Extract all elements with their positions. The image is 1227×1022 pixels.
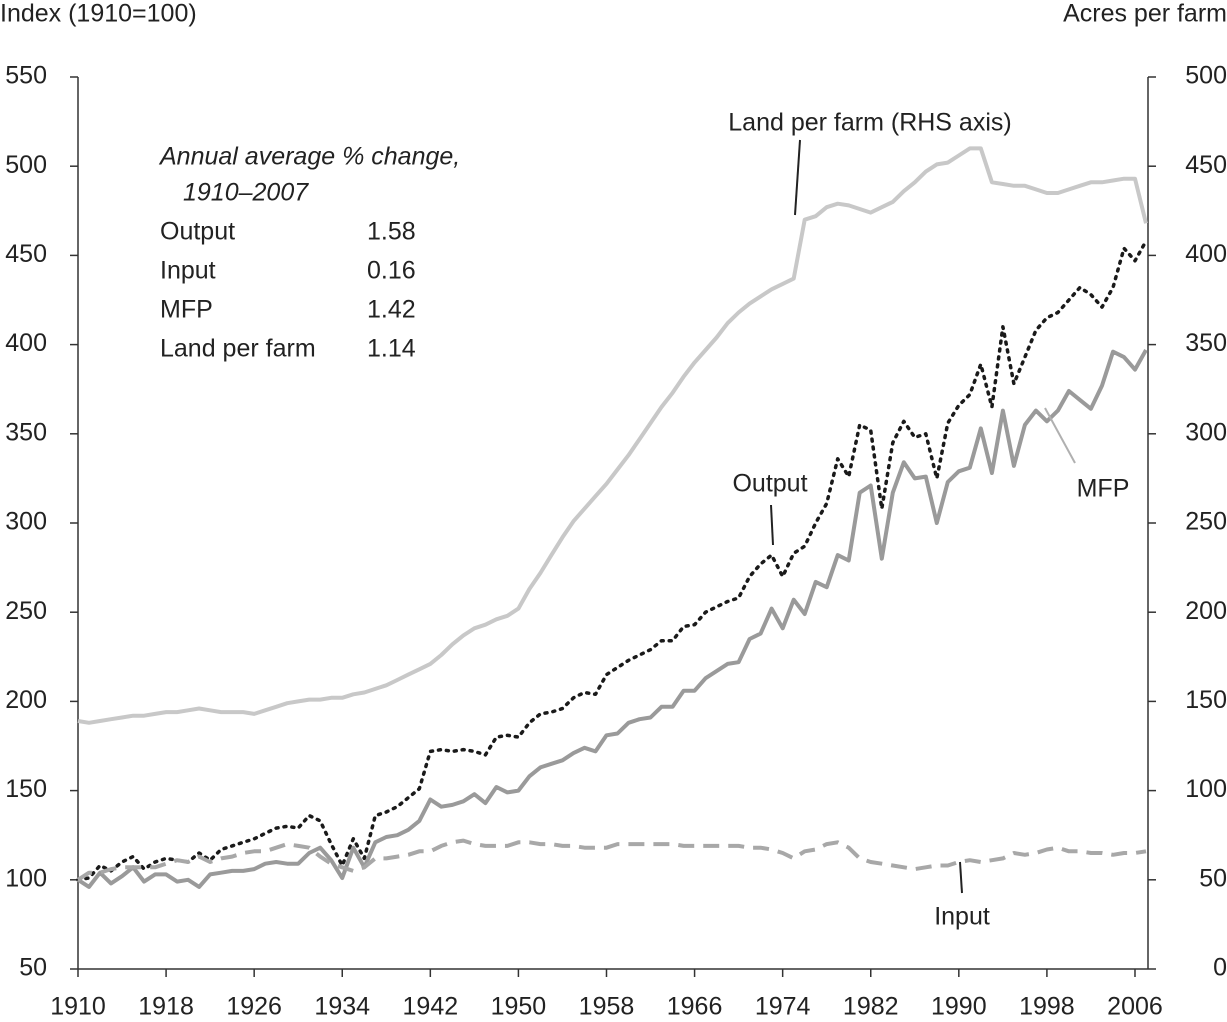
y2-tick-label: 50 xyxy=(1199,864,1227,892)
y2-tick-label: 250 xyxy=(1185,508,1227,536)
x-tick-label: 1990 xyxy=(931,993,987,1021)
x-tick-label: 1966 xyxy=(667,993,723,1021)
leader-line xyxy=(959,861,963,894)
y2-tick-label: 100 xyxy=(1185,775,1227,803)
y-tick-label: 250 xyxy=(5,597,47,625)
x-tick-label: 1926 xyxy=(226,993,282,1021)
table-title: Annual average % change, xyxy=(158,143,460,171)
series-line xyxy=(76,349,1148,889)
x-tick-label: 1918 xyxy=(138,993,194,1021)
series-line xyxy=(76,838,1147,882)
y2-tick-label: 300 xyxy=(1185,418,1227,446)
y-tick-label: 300 xyxy=(5,508,47,536)
x-tick-label: 1958 xyxy=(579,993,635,1021)
y-tick-label: 50 xyxy=(19,954,47,982)
y-axis-label: Index (1910=100) xyxy=(0,0,197,28)
y-tick-label: 150 xyxy=(5,775,47,803)
table-value: 1.58 xyxy=(367,218,416,246)
table-value: 1.42 xyxy=(367,296,416,324)
x-tick-label: 1950 xyxy=(491,993,547,1021)
y-tick-label: 450 xyxy=(5,240,47,268)
y-tick-label: 550 xyxy=(5,62,47,90)
y-tick-label: 350 xyxy=(5,418,47,446)
x-tick-label: 1998 xyxy=(1019,993,1075,1021)
x-tick-label: 1974 xyxy=(755,993,811,1021)
leader-line xyxy=(770,504,774,546)
table-label: Input xyxy=(160,257,216,285)
x-tick-label: 1934 xyxy=(314,993,370,1021)
y2-tick-label: 400 xyxy=(1185,240,1227,268)
series-label: Output xyxy=(732,470,807,498)
y-tick-label: 500 xyxy=(5,151,47,179)
table-label: MFP xyxy=(160,296,213,324)
table-label: Land per farm xyxy=(160,335,316,363)
x-tick-label: 1942 xyxy=(403,993,459,1021)
leader-line xyxy=(1044,407,1076,464)
y2-tick-label: 500 xyxy=(1185,62,1227,90)
series-line xyxy=(77,146,1148,725)
x-tick-label: 2006 xyxy=(1107,993,1163,1021)
x-tick-label: 1982 xyxy=(843,993,899,1021)
y2-tick-label: 350 xyxy=(1185,329,1227,357)
table-value: 0.16 xyxy=(367,257,416,285)
y-tick-label: 400 xyxy=(5,329,47,357)
y2-tick-label: 450 xyxy=(1185,151,1227,179)
y2-tick-label: 150 xyxy=(1185,686,1227,714)
table-label: Output xyxy=(160,218,235,246)
y-tick-label: 200 xyxy=(5,686,47,714)
table-title: 1910–2007 xyxy=(183,179,309,207)
series-line xyxy=(76,239,1148,882)
y2-axis-label: Acres per farm xyxy=(1063,0,1227,28)
x-tick-label: 1910 xyxy=(50,993,106,1021)
leader-line xyxy=(794,139,801,216)
y-tick-label: 100 xyxy=(5,864,47,892)
y2-tick-label: 200 xyxy=(1185,597,1227,625)
series-label: Land per farm (RHS axis) xyxy=(728,109,1011,137)
series-label: MFP xyxy=(1077,475,1130,503)
table-value: 1.14 xyxy=(367,335,416,363)
y2-tick-label: 0 xyxy=(1213,954,1227,982)
series-label: Input xyxy=(934,903,990,931)
